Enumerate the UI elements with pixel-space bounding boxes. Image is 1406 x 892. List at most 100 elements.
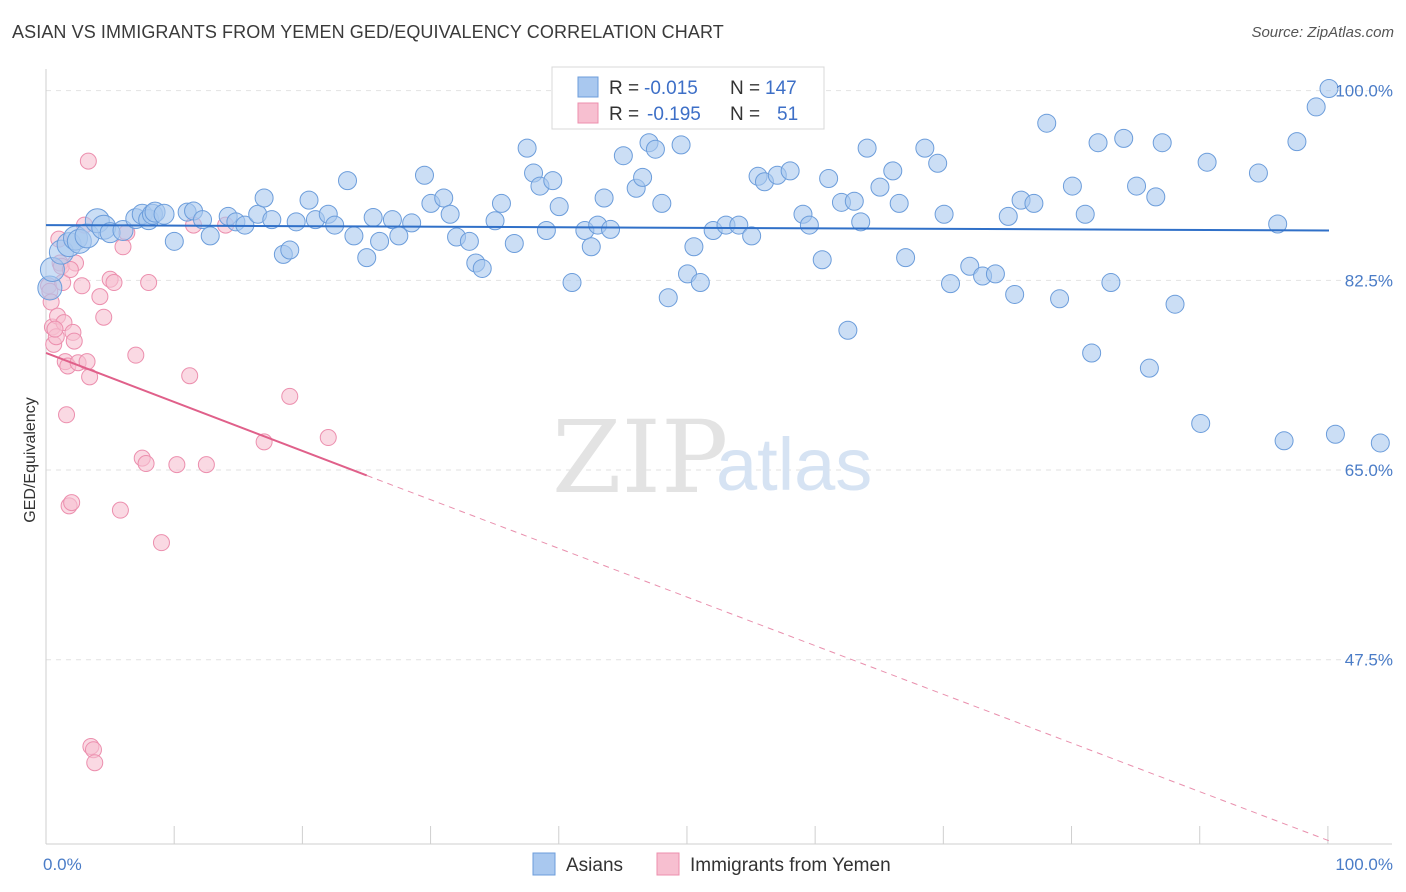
yemen-point-17 xyxy=(65,332,83,350)
asians-point-115 xyxy=(1101,273,1121,293)
asians-point-99 xyxy=(928,153,948,173)
asians-point-36 xyxy=(344,226,364,246)
asians-point-116 xyxy=(1114,128,1134,148)
asians-point-72 xyxy=(658,288,678,308)
yemen-trend-line xyxy=(45,352,368,477)
asians-point-92 xyxy=(851,212,871,232)
asians-point-106 xyxy=(1005,284,1025,304)
y-tick-label-2: 82.5% xyxy=(1345,271,1393,290)
asians-point-52 xyxy=(491,193,511,213)
chart-title: ASIAN VS IMMIGRANTS FROM YEMEN GED/EQUIV… xyxy=(12,22,724,42)
source-label: Source: ZipAtlas.com xyxy=(1251,24,1394,41)
asians-point-16 xyxy=(153,203,175,225)
yemen-point-40 xyxy=(168,456,186,474)
yemen-point-47 xyxy=(319,429,337,447)
asians-point-100 xyxy=(934,204,954,224)
asians-point-34 xyxy=(325,215,345,235)
y-tick-label-0: 47.5% xyxy=(1345,651,1393,670)
trend-lines xyxy=(45,224,1330,842)
yemen-point-32 xyxy=(111,501,129,519)
yemen-point-49 xyxy=(46,320,64,338)
asians-point-57 xyxy=(536,221,556,241)
asians-point-17 xyxy=(164,231,184,251)
asians-point-27 xyxy=(262,210,282,230)
asians-point-21 xyxy=(200,226,220,246)
asians-point-122 xyxy=(1191,413,1211,433)
y-tick-label-3: 100.0% xyxy=(1335,82,1393,101)
yemen-point-29 xyxy=(95,308,113,326)
asians-point-109 xyxy=(1037,113,1057,133)
asians-point-96 xyxy=(889,193,909,213)
y-tick-label-1: 65.0% xyxy=(1345,461,1393,480)
x-tick-labels: 0.0% 100.0% xyxy=(43,855,1393,874)
asians-point-73 xyxy=(671,135,691,155)
asians-point-129 xyxy=(1319,79,1339,99)
yemen-trend-extension xyxy=(366,475,1330,842)
asians-point-38 xyxy=(363,207,383,227)
asians-point-79 xyxy=(729,215,749,235)
series-legend-label-yemen: Immigrants from Yemen xyxy=(690,855,891,876)
asians-point-128 xyxy=(1306,97,1326,117)
asians-point-110 xyxy=(1050,289,1070,309)
asians-point-37 xyxy=(357,248,377,268)
asians-point-86 xyxy=(799,215,819,235)
y-axis-label: GED/Equivalency xyxy=(22,397,39,522)
yemen-point-33 xyxy=(114,238,132,256)
asians-point-124 xyxy=(1248,163,1268,183)
asians-point-65 xyxy=(601,219,621,239)
yemen-point-27 xyxy=(86,754,104,772)
asians-point-54 xyxy=(517,138,537,158)
asians-point-84 xyxy=(780,161,800,181)
asians-point-94 xyxy=(870,177,890,197)
yemen-point-35 xyxy=(127,346,145,364)
series-legend-swatch-yemen xyxy=(656,852,680,876)
asians-point-68 xyxy=(633,167,653,187)
yemen-point-48 xyxy=(58,406,76,424)
asians-point-46 xyxy=(440,204,460,224)
asians-point-42 xyxy=(402,213,422,233)
asians-point-126 xyxy=(1274,431,1294,451)
yemen-point-23 xyxy=(79,152,97,170)
watermark: ZIP atlas xyxy=(552,399,872,516)
asians-point-76 xyxy=(690,273,710,293)
x-tick-label-0: 0.0% xyxy=(43,855,82,874)
asians-point-117 xyxy=(1127,176,1147,196)
axes xyxy=(45,69,1392,845)
yemen-point-20 xyxy=(73,277,91,295)
asians-point-62 xyxy=(581,237,601,257)
asians-point-29 xyxy=(280,240,300,260)
stats-legend-r-label-yemen: R = xyxy=(609,104,639,125)
asians-point-66 xyxy=(613,146,633,166)
asians-point-45 xyxy=(434,188,454,208)
asians-point-59 xyxy=(549,197,569,217)
asians-point-131 xyxy=(1370,433,1390,453)
asians-point-102 xyxy=(960,256,980,276)
series-legend: Asians Immigrants from Yemen xyxy=(532,852,891,876)
asians-point-93 xyxy=(857,138,877,158)
asians-point-80 xyxy=(742,226,762,246)
asians-point-97 xyxy=(896,248,916,268)
asians-point-130 xyxy=(1325,424,1345,444)
stats-legend-n-label-yemen: N = xyxy=(730,104,760,125)
asians-point-120 xyxy=(1152,133,1172,153)
asians-point-60 xyxy=(562,273,582,293)
asians-point-91 xyxy=(844,191,864,211)
stats-legend-n-value-yemen: 51 xyxy=(777,104,798,125)
asians-point-123 xyxy=(1197,152,1217,172)
yemen-point-31 xyxy=(105,274,123,292)
asians-point-105 xyxy=(998,206,1018,226)
asians-point-127 xyxy=(1287,132,1307,152)
asians-point-64 xyxy=(594,188,614,208)
x-tick-label-1: 100.0% xyxy=(1335,855,1393,874)
yemen-point-43 xyxy=(197,456,215,474)
yemen-point-39 xyxy=(152,534,170,552)
asians-point-31 xyxy=(299,190,319,210)
asians-point-111 xyxy=(1062,176,1082,196)
asians-point-88 xyxy=(819,168,839,188)
yemen-point-38 xyxy=(140,274,158,292)
yemen-point-37 xyxy=(137,455,155,473)
watermark-atlas: atlas xyxy=(716,423,872,506)
yemen-point-28 xyxy=(91,288,109,306)
asians-point-112 xyxy=(1075,204,1095,224)
